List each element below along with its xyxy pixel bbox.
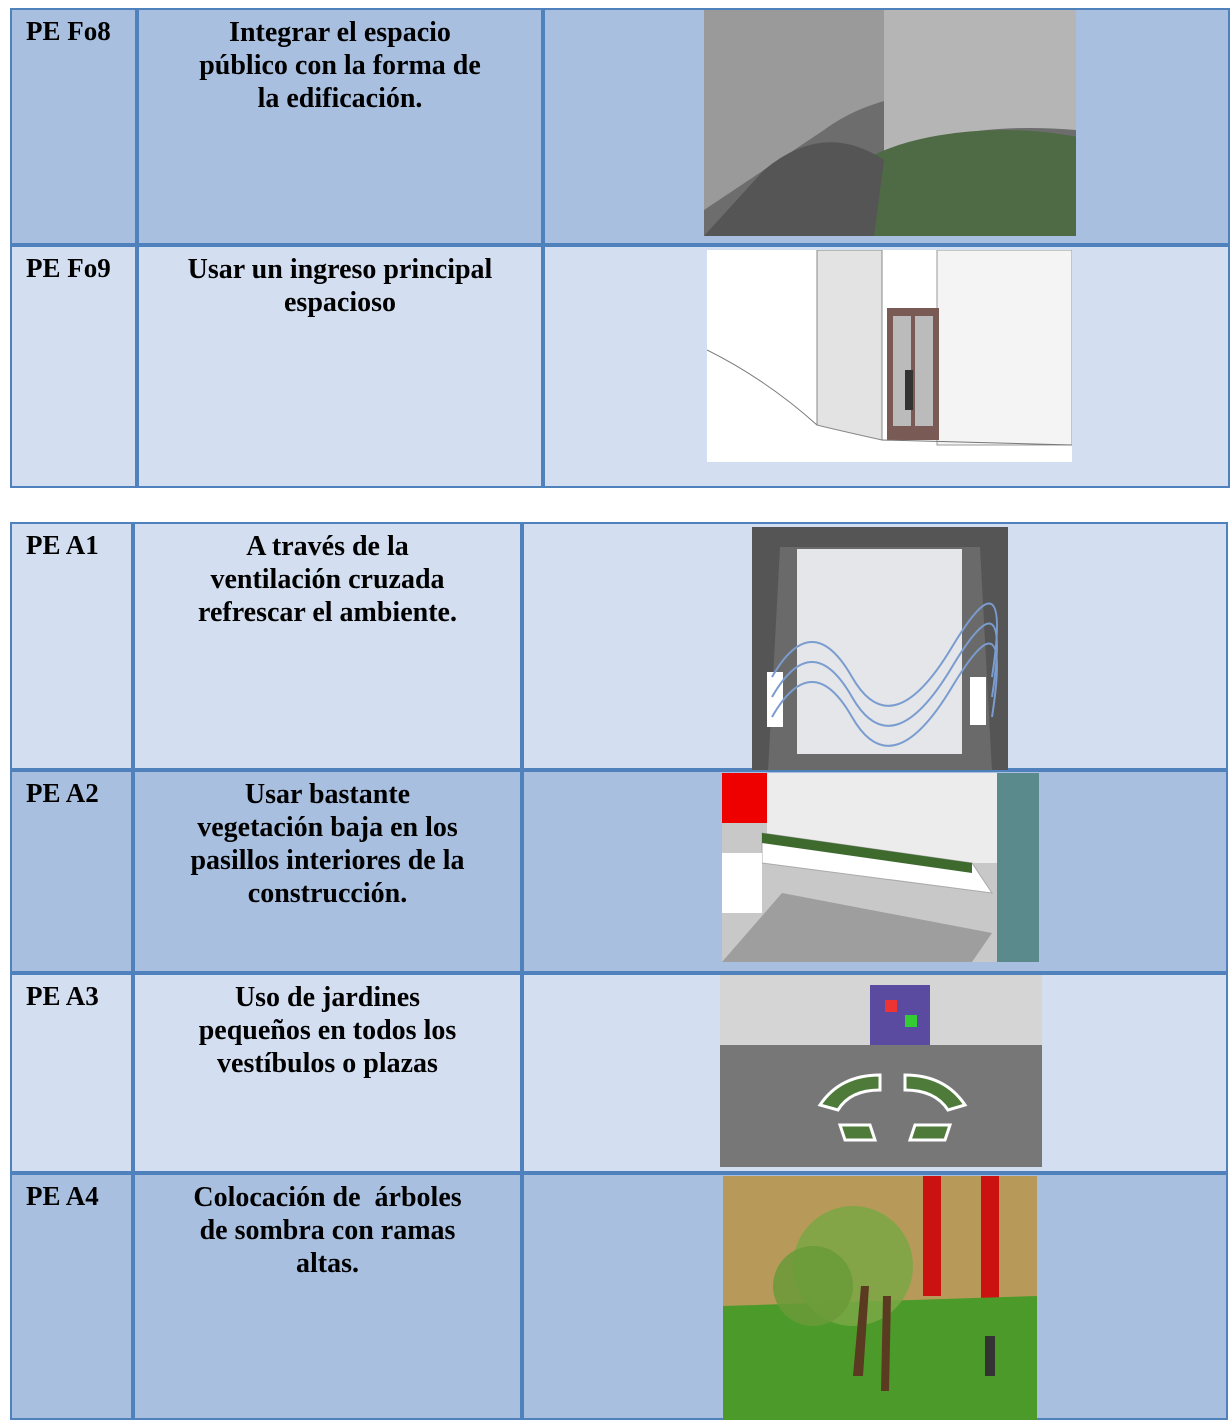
illustration	[752, 527, 1008, 772]
description-line: pequeños en todos los	[198, 1015, 457, 1046]
illustration	[722, 773, 1039, 962]
description-line: Usar un ingreso principal	[187, 254, 493, 285]
description-line: construcción.	[247, 878, 408, 909]
code-cell: PE Fo8	[10, 8, 137, 245]
description-cell: Usar bastante vegetación baja en los pasil…	[133, 770, 522, 973]
description-cell: Integrar el espacio público con la forma …	[137, 8, 543, 245]
description-cell: Uso de jardines pequeños en todos los vest…	[133, 973, 522, 1173]
description-cell: Usar un ingreso principal espacioso	[137, 245, 543, 488]
description-line: refrescar el ambiente.	[198, 597, 457, 628]
illustration-drawing	[704, 10, 1174, 270]
description-line: de sombra con ramas	[199, 1215, 456, 1246]
description-line: ventilación cruzada	[210, 564, 445, 595]
illustration-drawing	[706, 249, 1073, 462]
illustration-drawing	[722, 773, 1039, 962]
description-line: espacioso	[284, 287, 396, 318]
illustration-drawing	[752, 527, 1008, 772]
description-line: pasillos interiores de la	[190, 845, 465, 876]
description-line: altas.	[296, 1248, 359, 1279]
description-line: Usar bastante	[244, 779, 411, 810]
code-cell: PE A3	[10, 973, 133, 1173]
description-line: Colocación de árboles	[193, 1182, 462, 1213]
illustration-drawing	[720, 975, 1042, 1167]
code-cell: PE A2	[10, 770, 133, 973]
description-line: vestíbulos o plazas	[217, 1048, 438, 1079]
description-line: Uso de jardines	[234, 982, 421, 1013]
illustration-drawing	[723, 1176, 1037, 1420]
illustration	[706, 249, 1073, 462]
description-line: A través de la	[246, 531, 409, 562]
description-line: Integrar el espacio	[229, 17, 451, 48]
description-line: público con la forma de	[199, 50, 481, 81]
illustration	[704, 10, 1174, 270]
code-cell: PE A4	[10, 1173, 133, 1420]
description-line: vegetación baja en los	[197, 812, 458, 843]
illustration	[723, 1176, 1037, 1420]
description-cell: A través de la ventilación cruzada refresc…	[133, 522, 522, 770]
description-cell: Colocación de árboles de sombra con ramas…	[133, 1173, 522, 1420]
code-cell: PE A1	[10, 522, 133, 770]
illustration	[720, 975, 1042, 1167]
code-cell: PE Fo9	[10, 245, 137, 488]
description-line: la edificación.	[257, 83, 423, 114]
